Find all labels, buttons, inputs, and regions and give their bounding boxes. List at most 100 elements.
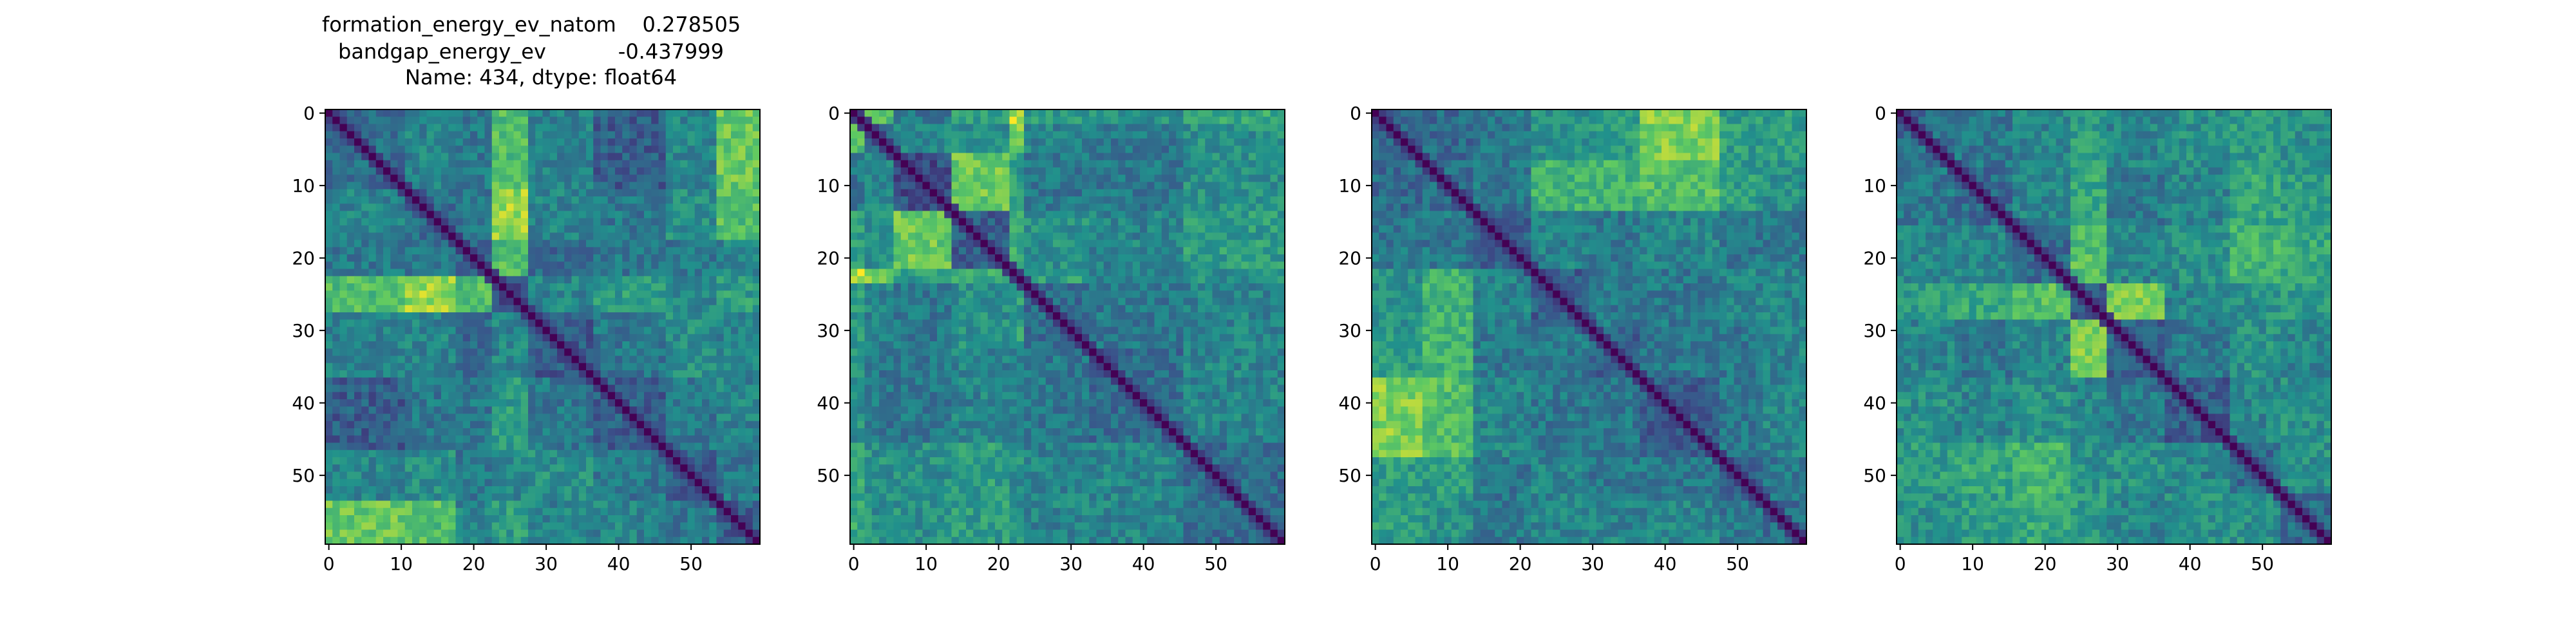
heatmap-cell [491, 406, 500, 415]
heatmap-cell [937, 247, 945, 255]
heatmap-cell [1212, 117, 1220, 125]
heatmap-cell [1248, 204, 1256, 212]
heatmap-cell [397, 399, 406, 407]
heatmap-cell [1074, 167, 1083, 175]
heatmap-cell [651, 435, 659, 444]
heatmap-cell [375, 406, 384, 415]
heatmap-cell [325, 457, 333, 465]
heatmap-cell [332, 109, 341, 117]
heatmap-cell [629, 471, 638, 480]
heatmap-cell [354, 124, 362, 132]
heatmap-cell [1169, 261, 1177, 270]
heatmap-cell [1205, 211, 1213, 219]
heatmap-cell [325, 428, 333, 436]
heatmap-cell [412, 515, 420, 523]
heatmap-cell [1132, 196, 1141, 204]
heatmap-cell [448, 160, 457, 168]
heatmap-cell [346, 276, 355, 284]
heatmap-cell [535, 355, 544, 364]
heatmap-cell [571, 413, 580, 422]
heatmap-cell [433, 196, 442, 204]
heatmap-cell [441, 160, 449, 168]
heatmap-cell [448, 109, 457, 117]
heatmap-cell [1103, 218, 1112, 226]
heatmap-cell [368, 399, 377, 407]
title-line-1: formation_energy_ev_natom 0.278505 [322, 12, 741, 37]
heatmap-cell [702, 153, 710, 161]
heatmap-cell [339, 283, 348, 291]
heatmap-cell [745, 232, 753, 241]
heatmap-cell [1277, 124, 1285, 132]
heatmap-cell [629, 457, 638, 465]
heatmap-cell [680, 471, 688, 480]
heatmap-cell [1183, 254, 1191, 262]
heatmap-cell [1277, 218, 1285, 226]
heatmap-cell [629, 261, 638, 270]
heatmap-cell [600, 348, 609, 357]
heatmap-cell [433, 464, 442, 473]
heatmap-cell [535, 428, 544, 436]
heatmap-cell [383, 290, 391, 299]
heatmap-cell [745, 167, 753, 175]
heatmap-cell [542, 450, 551, 458]
heatmap-cell [1089, 160, 1097, 168]
heatmap-cell [339, 189, 348, 197]
heatmap-cell [665, 399, 674, 407]
heatmap-cell [658, 305, 667, 313]
heatmap-cell [390, 428, 399, 436]
heatmap-cell [658, 529, 667, 538]
heatmap-cell [593, 175, 601, 183]
heatmap-cell [702, 232, 710, 241]
heatmap-cell [346, 204, 355, 212]
heatmap-cell [513, 457, 522, 465]
heatmap-cell [680, 276, 688, 284]
heatmap-cell [680, 355, 688, 364]
heatmap-cell [615, 312, 623, 320]
heatmap-cell [644, 160, 652, 168]
heatmap-cell [383, 348, 391, 357]
heatmap-cell [629, 146, 638, 154]
heatmap-cell [1089, 153, 1097, 161]
heatmap-cell [723, 464, 732, 473]
heatmap-cell [1009, 189, 1018, 197]
heatmap-cell [520, 478, 529, 487]
heatmap-cell [1161, 211, 1170, 219]
heatmap-cell [426, 160, 435, 168]
heatmap-cell [908, 247, 916, 255]
heatmap-cell [745, 392, 753, 400]
heatmap-cell [908, 153, 916, 161]
heatmap-cell [1140, 240, 1148, 248]
heatmap-cell [752, 442, 761, 451]
heatmap-cell [738, 131, 746, 139]
heatmap-cell [557, 442, 565, 451]
heatmap-cell [1038, 124, 1046, 132]
heatmap-cell [864, 189, 873, 197]
heatmap-cell [557, 283, 565, 291]
heatmap-cell [694, 363, 703, 371]
heatmap-cell [361, 319, 370, 328]
heatmap-cell [433, 261, 442, 270]
heatmap-cell [325, 153, 333, 161]
heatmap-cell [665, 117, 674, 125]
heatmap-cell [1176, 232, 1184, 241]
heatmap-cell [745, 204, 753, 212]
heatmap-cell [607, 167, 616, 175]
heatmap-cell [1024, 160, 1032, 168]
heatmap-cell [477, 522, 486, 531]
heatmap-cell [419, 117, 428, 125]
heatmap-cell [441, 290, 449, 299]
heatmap-cell [412, 218, 420, 226]
heatmap-cell [738, 283, 746, 291]
heatmap-cell [622, 522, 630, 531]
heatmap-cell [448, 399, 457, 407]
heatmap-cell [629, 124, 638, 132]
heatmap-cell [520, 232, 529, 241]
heatmap-cell [1002, 204, 1010, 212]
heatmap-cell [1227, 232, 1235, 241]
heatmap-cell [673, 167, 681, 175]
heatmap-cell [651, 247, 659, 255]
heatmap-cell [448, 442, 457, 451]
heatmap-cell [578, 269, 587, 277]
heatmap-cell [535, 435, 544, 444]
heatmap-cell [1277, 175, 1285, 183]
